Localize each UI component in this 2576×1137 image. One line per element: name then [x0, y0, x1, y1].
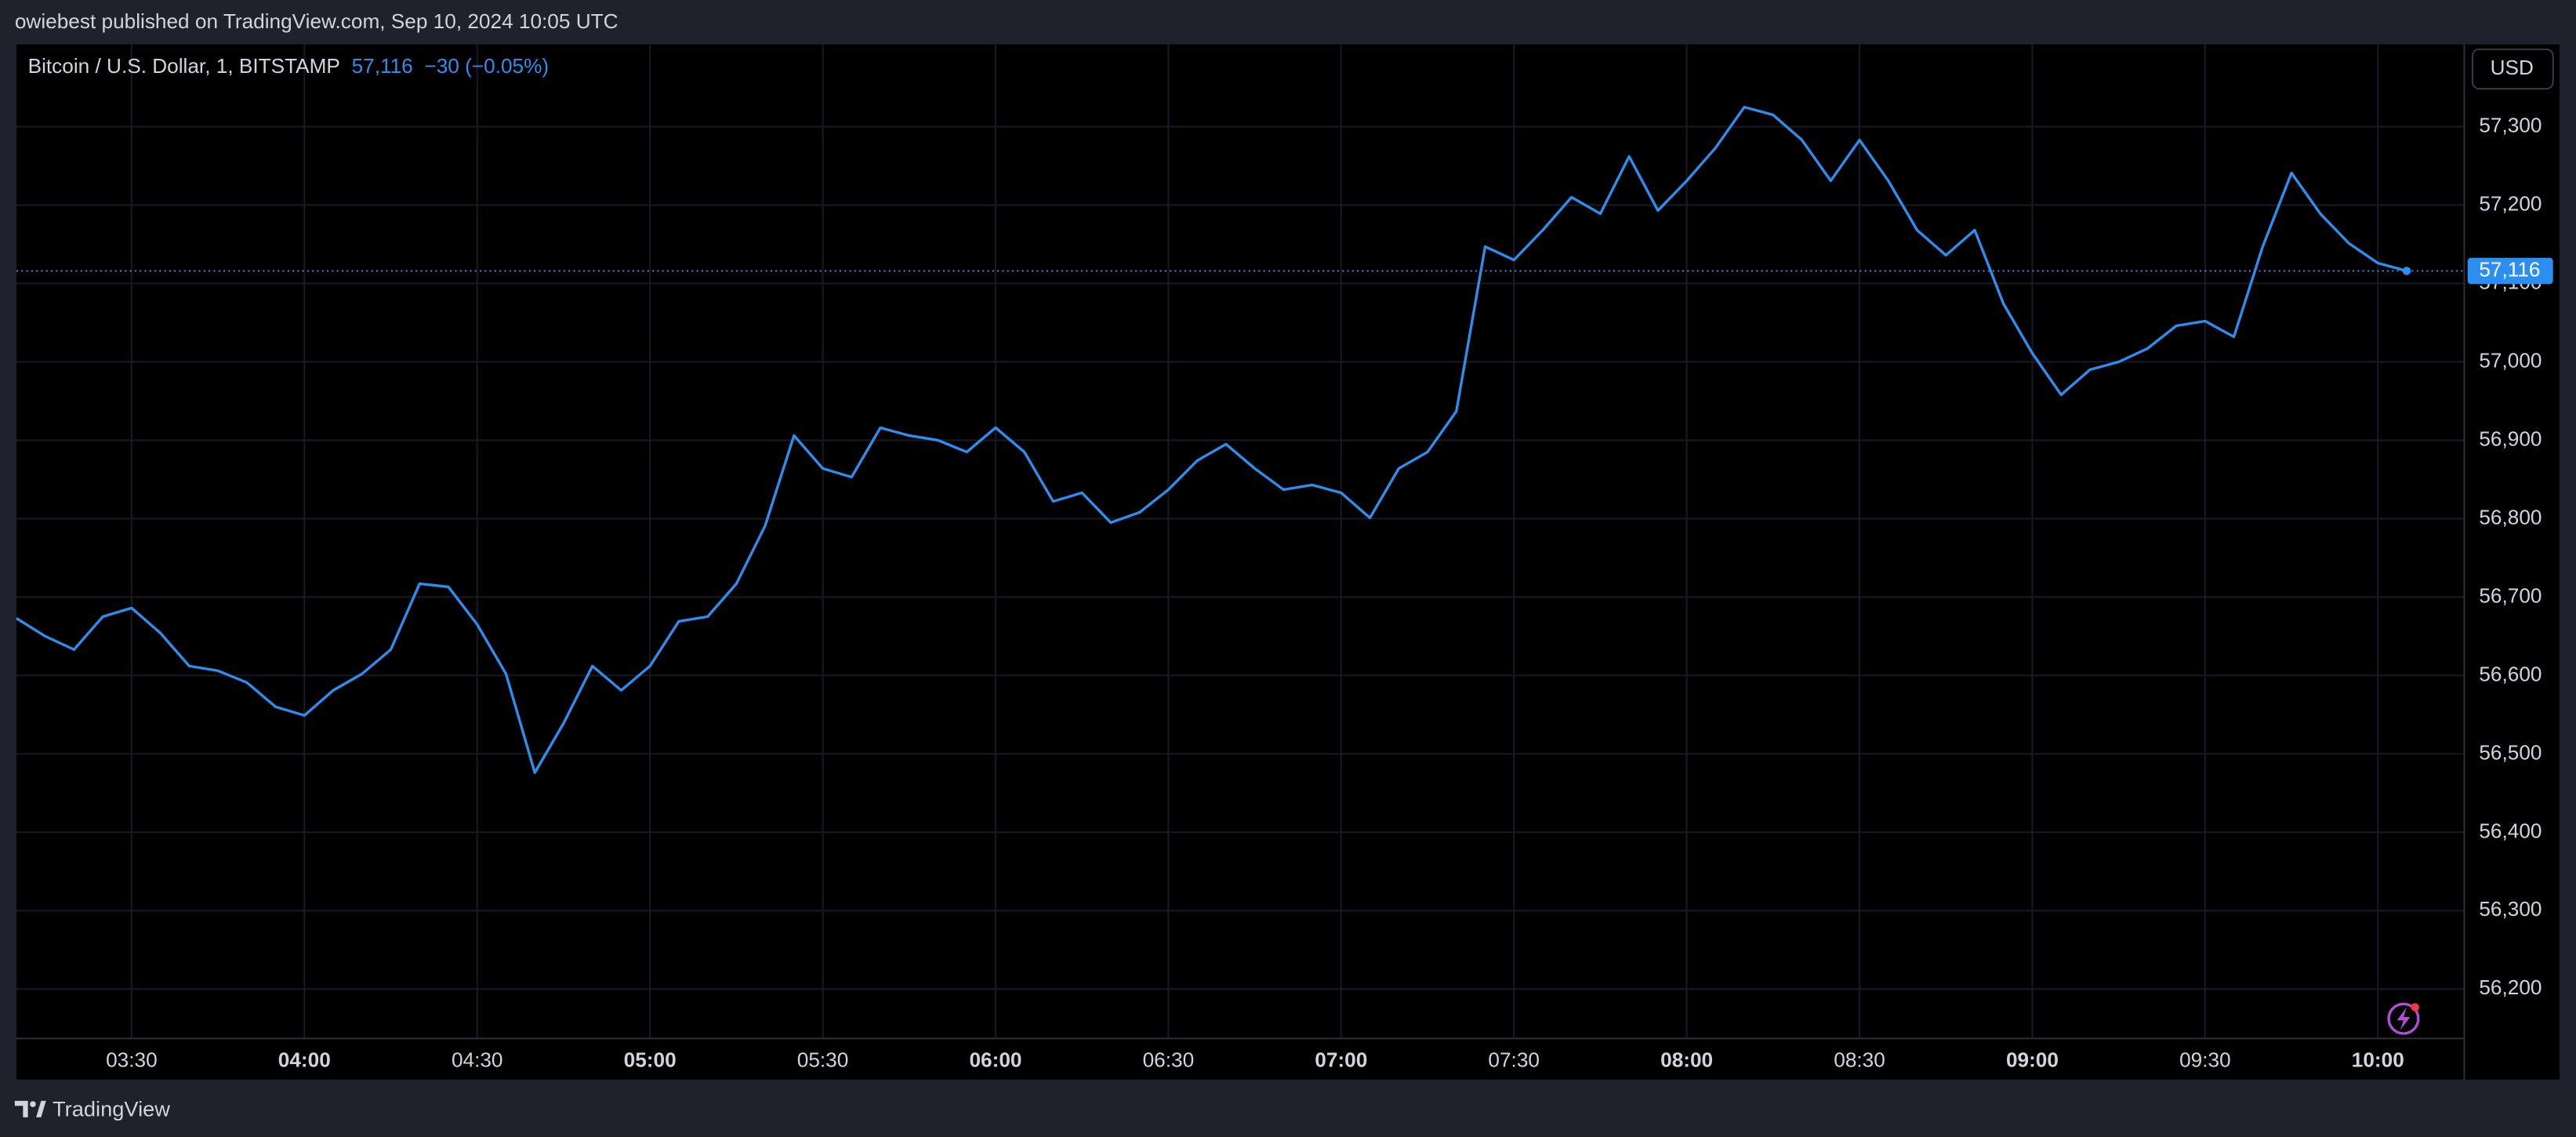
lightning-icon[interactable] — [2387, 1002, 2420, 1035]
y-tick-label: 56,200 — [2479, 975, 2542, 999]
x-tick-label: 03:30 — [106, 1048, 158, 1072]
logo-dot — [30, 1101, 36, 1107]
y-tick-label: 57,200 — [2479, 191, 2542, 215]
grid — [16, 44, 2465, 1039]
x-tick-label: 08:00 — [1660, 1048, 1713, 1072]
y-tick-label: 56,600 — [2479, 662, 2542, 685]
x-tick-label: 07:30 — [1488, 1048, 1540, 1072]
x-tick-label: 05:00 — [624, 1048, 677, 1072]
currency[interactable]: USD — [2491, 56, 2534, 79]
legend-price: 57,116 — [352, 54, 413, 78]
x-tick-label: 04:00 — [278, 1048, 331, 1072]
price-line — [16, 105, 2407, 775]
x-tick-label: 06:00 — [969, 1048, 1021, 1072]
brand-logo — [14, 1100, 46, 1117]
plot — [16, 105, 2465, 775]
chart-title: Bitcoin / U.S. Dollar, 1, BITSTAMP — [28, 54, 340, 78]
publisher: owiebest published on TradingView.com, S… — [15, 9, 619, 33]
x-tick-label: 06:30 — [1143, 1048, 1195, 1072]
logo-t — [14, 1100, 28, 1117]
x-tick-label: 08:30 — [1834, 1048, 1885, 1072]
legend-change: −30 (−0.05%) — [424, 54, 549, 78]
x-tick-label: 09:00 — [2006, 1048, 2059, 1072]
currency-button[interactable] — [2471, 48, 2554, 90]
x-tick-label: 09:30 — [2179, 1048, 2231, 1072]
x-tick-label: 04:30 — [452, 1048, 503, 1072]
icon-ring[interactable] — [2387, 1002, 2420, 1035]
y-tick-label: 56,400 — [2479, 819, 2542, 842]
chart-pane — [16, 44, 2560, 1080]
y-tick-label: 56,800 — [2479, 505, 2542, 529]
icon-bolt[interactable] — [2396, 1007, 2411, 1030]
last-point — [2402, 267, 2411, 275]
logo-v — [36, 1100, 46, 1117]
x-tick-label: 07:00 — [1315, 1048, 1367, 1072]
last-price-badge — [2467, 257, 2553, 285]
y-tick-label: 57,300 — [2479, 113, 2542, 136]
last-price-label: 57,116 — [2479, 257, 2540, 281]
y-tick-label: 56,300 — [2479, 897, 2542, 921]
y-tick-label: 56,900 — [2479, 427, 2542, 450]
icon-dot[interactable] — [2411, 1003, 2419, 1012]
x-tick-label: 05:30 — [797, 1048, 849, 1072]
brand: TradingView — [53, 1097, 170, 1121]
y-tick-label: 56,700 — [2479, 583, 2542, 607]
x-tick-label: 10:00 — [2352, 1048, 2404, 1072]
y-tick-label: 57,000 — [2479, 348, 2542, 372]
y-tick-label: 56,500 — [2479, 740, 2542, 764]
